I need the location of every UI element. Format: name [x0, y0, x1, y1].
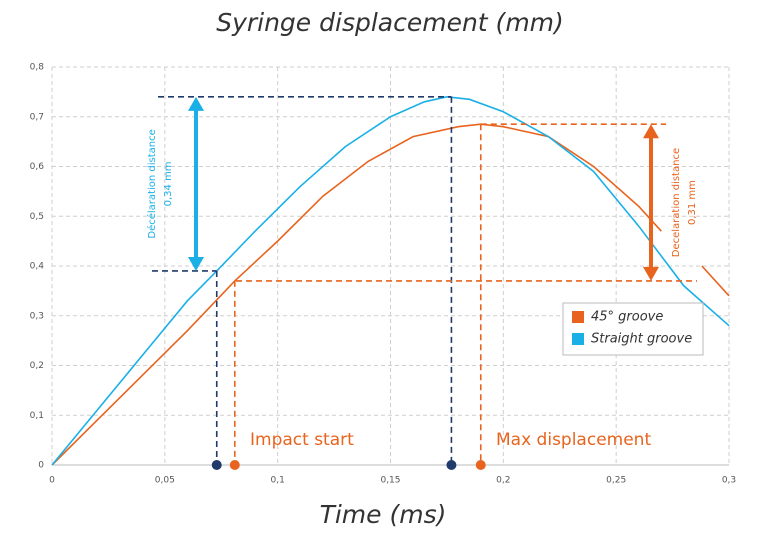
deceleration-label: Décélaration distance	[146, 129, 158, 238]
deceleration-label: Decelaration distance	[671, 148, 682, 257]
deceleration-label: 0,34 mm	[163, 161, 174, 206]
legend-swatch	[572, 333, 584, 345]
x-tick-label: 0,15	[380, 476, 400, 486]
y-tick-label: 0,7	[30, 112, 44, 122]
max-dot	[475, 460, 486, 470]
y-tick-label: 0,5	[30, 212, 44, 222]
legend-swatch	[572, 311, 584, 323]
y-tick-label: 0,8	[30, 63, 45, 73]
y-tick-label: 0,4	[30, 262, 45, 272]
x-tick-label: 0,25	[606, 476, 626, 486]
y-tick-label: 0,3	[30, 311, 44, 321]
y-tick-label: 0,1	[30, 411, 44, 421]
x-tick-label: 0,1	[271, 476, 285, 486]
series-line	[51, 96, 730, 466]
x-axis-label: Time (ms)	[320, 500, 447, 529]
impact-dot	[229, 460, 240, 470]
max-annotation: Max displacement	[496, 430, 651, 450]
arrow-head	[188, 96, 204, 111]
y-tick-label: 0,2	[30, 361, 44, 371]
impact-dot	[211, 460, 222, 470]
arrow-head	[643, 124, 659, 139]
chart-title: Syringe displacement (mm)	[216, 8, 564, 37]
impact-annotation: Impact start	[250, 430, 354, 450]
x-tick-label: 0,05	[155, 476, 175, 486]
arrow-head	[643, 266, 659, 281]
max-dot	[446, 460, 457, 470]
y-tick-label: 0,6	[30, 162, 45, 172]
series-line	[51, 123, 730, 466]
legend-box	[562, 302, 704, 356]
x-tick-label: 0	[49, 476, 55, 486]
legend-label: Straight groove	[591, 332, 692, 347]
legend-label: 45° groove	[591, 310, 663, 325]
arrow-head	[188, 256, 204, 271]
x-tick-label: 0,3	[722, 476, 736, 486]
x-tick-label: 0,2	[496, 476, 510, 486]
deceleration-label: 0,31 mm	[687, 180, 698, 225]
y-tick-label: 0	[38, 461, 44, 471]
